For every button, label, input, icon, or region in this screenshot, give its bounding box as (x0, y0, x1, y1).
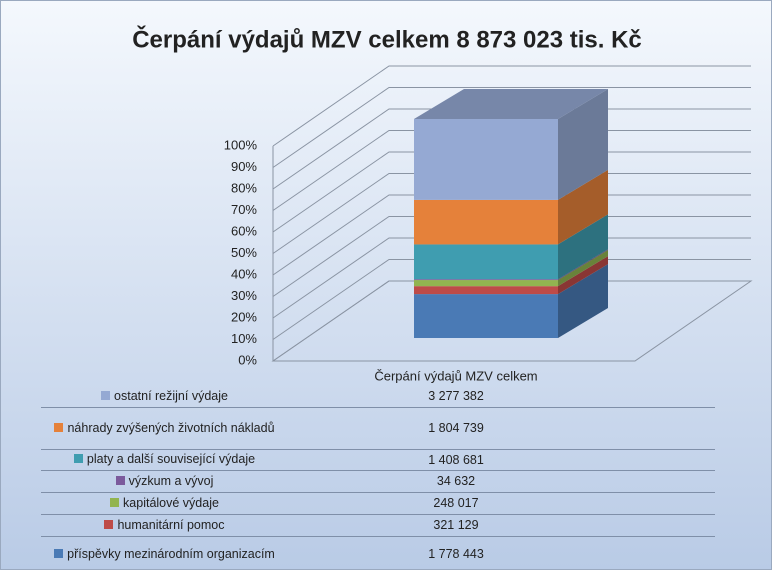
table-row: příspěvky mezinárodním organizacím 1 778 … (41, 536, 715, 569)
bar-side (558, 256, 608, 295)
legend-key (54, 422, 64, 432)
bar-side (558, 89, 608, 200)
bar-side (558, 214, 608, 280)
grid-line (272, 87, 751, 168)
category-label: Čerpání výdajů MZV celkem (374, 368, 537, 383)
legend-entry: ostatní režijní výdaje (41, 389, 276, 404)
table-row: kapitálové výdaje 248 017 (41, 492, 715, 515)
grid-line (272, 280, 751, 362)
bar-side (558, 169, 608, 245)
table-row: výzkum a vývoj 34 632 (41, 470, 715, 493)
bar-side (558, 250, 608, 287)
legend-key (104, 519, 114, 529)
legend-entry: náhrady zvýšených životních nákladů (41, 421, 276, 436)
table-row: náhrady zvýšených životních nákladů 1 804… (41, 407, 715, 450)
y-tick-label: 30% (231, 288, 257, 303)
table-row: ostatní režijní výdaje 3 277 382 (41, 385, 715, 408)
grid-line (272, 108, 751, 190)
data-value: 1 408 681 (428, 452, 484, 467)
y-tick-label: 50% (231, 245, 257, 260)
bar-front (414, 286, 558, 295)
data-value: 1 778 443 (428, 547, 484, 561)
grid-line (272, 130, 751, 211)
y-tick-label: 20% (231, 309, 257, 324)
legend-key (110, 497, 120, 507)
legend-label: kapitálové výdaje (123, 495, 219, 510)
data-value: 321 129 (433, 518, 479, 532)
legend-label: příspěvky mezinárodním organizacím (67, 546, 275, 561)
data-value: 1 804 739 (428, 421, 484, 435)
bar-front (414, 119, 558, 200)
y-tick-label: 80% (231, 180, 257, 195)
bar-front (414, 244, 558, 280)
grid-line (272, 237, 751, 319)
legend-entry: výzkum a vývoj (41, 474, 276, 489)
data-value: 248 017 (433, 496, 479, 510)
y-tick-label: 0% (238, 352, 257, 367)
chart-title: Čerpání výdajů MZV celkem 8 873 023 tis.… (132, 25, 642, 53)
legend-entry: humanitární pomoc (41, 518, 276, 533)
legend-label: platy a další související výdaje (86, 452, 256, 466)
table-row: humanitární pomoc 321 129 (41, 514, 715, 537)
legend-label: ostatní režijní výdaje (114, 388, 228, 403)
bar-front (414, 280, 558, 287)
legend-key (54, 548, 64, 558)
bar-front (414, 279, 558, 281)
legend-entry: kapitálové výdaje (41, 496, 276, 511)
data-value: 3 277 382 (428, 389, 484, 403)
y-tick-label: 10% (231, 331, 257, 346)
legend-entry: platy a další související výdaje (41, 452, 276, 467)
data-value: 34 632 (436, 474, 476, 488)
bar-side (558, 264, 608, 338)
grid-line (272, 151, 751, 233)
legend-key (73, 454, 83, 463)
y-tick-label: 100% (224, 137, 258, 152)
grid-line (272, 65, 751, 147)
bar-front (414, 294, 558, 338)
grid-line (272, 173, 751, 254)
legend-label: humanitární pomoc (117, 517, 225, 532)
grid-line (272, 194, 751, 276)
grid-line (272, 216, 751, 297)
grid-line (272, 259, 751, 340)
y-tick-label: 40% (231, 266, 257, 281)
table-row: platy a další související výdaje 1 408 68… (41, 449, 715, 471)
legend-key (101, 390, 111, 400)
bar-front (414, 199, 558, 245)
y-tick-label: 90% (231, 159, 257, 174)
legend-label: výzkum a vývoj (128, 473, 214, 488)
y-tick-label: 60% (231, 223, 257, 238)
legend-key (115, 475, 125, 485)
legend-label: náhrady zvýšených životních nákladů (67, 420, 275, 435)
bar-top (414, 89, 608, 119)
legend-entry: příspěvky mezinárodním organizacím (41, 547, 276, 562)
y-tick-label: 70% (231, 202, 257, 217)
bar-side (558, 249, 608, 281)
